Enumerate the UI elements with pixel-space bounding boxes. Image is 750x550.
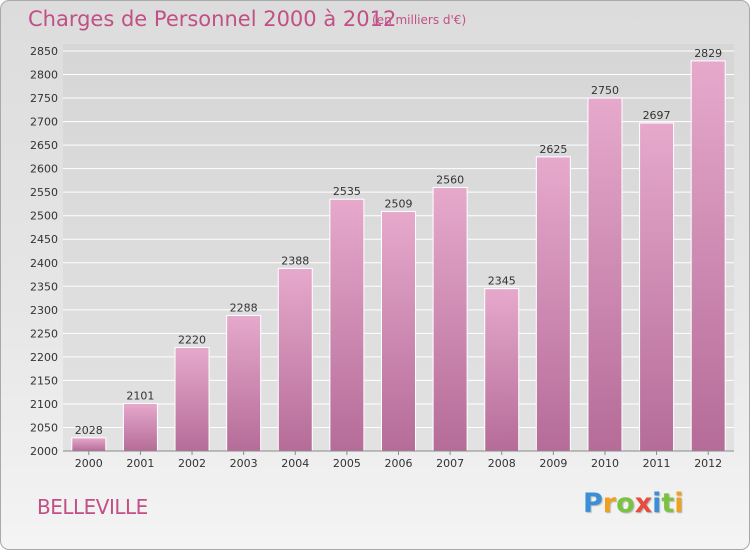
value-label-2003: 2288 xyxy=(230,301,258,314)
logo-letter: i xyxy=(652,488,662,519)
bar-2009[interactable] xyxy=(535,156,571,452)
bar-2000[interactable] xyxy=(71,437,107,452)
y-tick-label: 2600 xyxy=(30,163,58,176)
logo-letter: i xyxy=(674,488,684,519)
y-tick-label: 2750 xyxy=(30,92,58,105)
y-tick-label: 2700 xyxy=(30,116,58,129)
chart-subtitle: (en milliers d'€) xyxy=(372,13,467,27)
bar-2003[interactable] xyxy=(226,314,262,452)
bar-2008[interactable] xyxy=(484,288,520,452)
y-tick-label: 2000 xyxy=(30,445,58,458)
value-label-2001: 2101 xyxy=(126,389,154,402)
bar-2004[interactable] xyxy=(277,267,313,452)
bars xyxy=(71,60,726,452)
value-label-2000: 2028 xyxy=(75,424,103,437)
bar-2010[interactable] xyxy=(587,97,623,452)
y-tick-label: 2550 xyxy=(30,186,58,199)
x-tick-label-2006: 2006 xyxy=(385,457,413,470)
y-tick-label: 2300 xyxy=(30,304,58,317)
place-name: BELLEVILLE xyxy=(37,495,148,519)
x-tick-label-2011: 2011 xyxy=(643,457,671,470)
x-axis-ticks: 2000 2001 2002 2003 2004 2005 2006 2007 2008 2009… xyxy=(75,451,722,470)
value-label-2009: 2625 xyxy=(539,143,567,156)
value-label-2012: 2829 xyxy=(694,47,722,60)
value-label-2006: 2509 xyxy=(385,197,413,210)
bar-2005[interactable] xyxy=(329,198,365,452)
value-label-2010: 2750 xyxy=(591,84,619,97)
y-axis-ticks: 2000 2050 2100 2150 2200 2250 2300 2350 2400 2450… xyxy=(30,45,58,458)
value-label-2005: 2535 xyxy=(333,185,361,198)
value-label-2011: 2697 xyxy=(643,109,671,122)
y-tick-label: 2150 xyxy=(30,374,58,387)
x-tick-label-2012: 2012 xyxy=(694,457,722,470)
y-tick-label: 2500 xyxy=(30,210,58,223)
y-tick-label: 2800 xyxy=(30,69,58,82)
value-labels: 2028 2101 2220 2288 2388 2535 2509 2560 2345 2625… xyxy=(75,47,722,437)
bar-2007[interactable] xyxy=(432,186,468,452)
x-tick-label-2007: 2007 xyxy=(436,457,464,470)
bar-2001[interactable] xyxy=(122,402,158,452)
x-tick-label-2009: 2009 xyxy=(539,457,567,470)
y-tick-label: 2100 xyxy=(30,398,58,411)
logo-letter: o xyxy=(616,488,635,519)
bar-2011[interactable] xyxy=(639,122,675,452)
proxiti-logo[interactable]: Proxiti xyxy=(583,488,684,519)
x-tick-label-2005: 2005 xyxy=(333,457,361,470)
logo-letter: x xyxy=(634,488,653,519)
y-tick-label: 2650 xyxy=(30,139,58,152)
value-label-2004: 2388 xyxy=(281,254,309,267)
y-tick-label: 2400 xyxy=(30,257,58,270)
logo-letter: t xyxy=(661,488,675,519)
x-tick-label-2001: 2001 xyxy=(126,457,154,470)
y-tick-label: 2250 xyxy=(30,327,58,340)
chart-title: Charges de Personnel 2000 à 2012 xyxy=(28,7,397,31)
y-tick-label: 2350 xyxy=(30,280,58,293)
x-tick-label-2003: 2003 xyxy=(230,457,258,470)
x-tick-label-2002: 2002 xyxy=(178,457,206,470)
y-tick-label: 2200 xyxy=(30,351,58,364)
bar-2012[interactable] xyxy=(690,60,726,452)
x-tick-label-2004: 2004 xyxy=(281,457,309,470)
bar-2006[interactable] xyxy=(381,210,416,452)
y-tick-label: 2450 xyxy=(30,233,58,246)
logo-letter: P xyxy=(583,488,603,519)
x-tick-label-2008: 2008 xyxy=(488,457,516,470)
x-tick-label-2000: 2000 xyxy=(75,457,103,470)
value-label-2002: 2220 xyxy=(178,333,206,346)
y-tick-label: 2050 xyxy=(30,421,58,434)
y-tick-label: 2850 xyxy=(30,45,58,58)
logo-letter: r xyxy=(602,488,617,519)
bar-2002[interactable] xyxy=(174,346,210,452)
value-label-2007: 2560 xyxy=(436,173,464,186)
value-label-2008: 2345 xyxy=(488,275,516,288)
x-tick-label-2010: 2010 xyxy=(591,457,619,470)
